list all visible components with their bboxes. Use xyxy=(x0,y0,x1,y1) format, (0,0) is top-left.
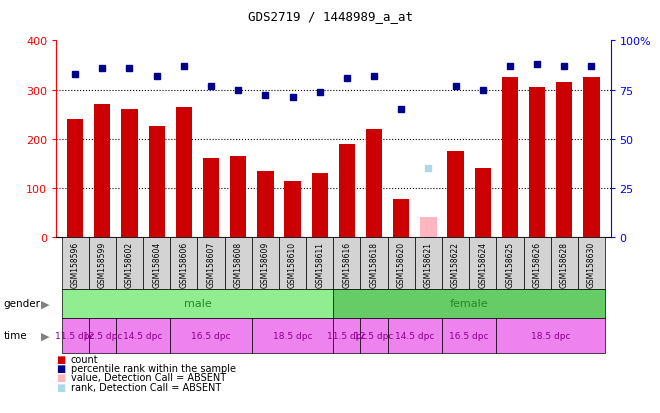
Bar xyxy=(148,127,165,237)
Text: ■: ■ xyxy=(56,354,65,364)
Text: ■: ■ xyxy=(56,373,65,382)
Text: 14.5 dpc: 14.5 dpc xyxy=(395,331,434,340)
Bar xyxy=(203,159,219,237)
Text: GSM158626: GSM158626 xyxy=(533,241,542,287)
Text: 11.5 dpc: 11.5 dpc xyxy=(55,331,95,340)
Text: rank, Detection Call = ABSENT: rank, Detection Call = ABSENT xyxy=(71,382,221,392)
Bar xyxy=(556,83,572,237)
Text: 12.5 dpc: 12.5 dpc xyxy=(354,331,394,340)
Text: GSM158608: GSM158608 xyxy=(234,241,243,287)
Bar xyxy=(339,144,355,237)
Text: 16.5 dpc: 16.5 dpc xyxy=(449,331,489,340)
Bar xyxy=(502,78,518,237)
Bar xyxy=(230,157,246,237)
Text: female: female xyxy=(450,299,488,309)
Text: GSM158611: GSM158611 xyxy=(315,241,324,287)
Text: GSM158602: GSM158602 xyxy=(125,241,134,287)
Text: GSM158628: GSM158628 xyxy=(560,241,569,287)
Text: GSM158630: GSM158630 xyxy=(587,241,596,287)
Text: GSM158607: GSM158607 xyxy=(207,241,216,287)
Bar xyxy=(447,152,464,237)
Text: ▶: ▶ xyxy=(41,330,49,341)
Bar xyxy=(420,218,436,237)
Bar xyxy=(475,169,491,237)
Text: GSM158599: GSM158599 xyxy=(98,241,107,287)
Text: 14.5 dpc: 14.5 dpc xyxy=(123,331,163,340)
Bar xyxy=(121,110,138,237)
Bar xyxy=(583,78,600,237)
Bar xyxy=(529,88,545,237)
Text: 16.5 dpc: 16.5 dpc xyxy=(191,331,231,340)
Text: GSM158609: GSM158609 xyxy=(261,241,270,287)
Text: GSM158610: GSM158610 xyxy=(288,241,297,287)
Bar xyxy=(393,199,409,237)
Text: value, Detection Call = ABSENT: value, Detection Call = ABSENT xyxy=(71,373,226,382)
Text: 12.5 dpc: 12.5 dpc xyxy=(82,331,122,340)
Bar xyxy=(257,171,273,237)
Bar xyxy=(312,174,328,237)
Text: ■: ■ xyxy=(56,363,65,373)
Text: 11.5 dpc: 11.5 dpc xyxy=(327,331,367,340)
Text: GSM158621: GSM158621 xyxy=(424,241,433,287)
Text: GDS2719 / 1448989_a_at: GDS2719 / 1448989_a_at xyxy=(248,10,412,23)
Text: gender: gender xyxy=(3,299,40,309)
Text: GSM158624: GSM158624 xyxy=(478,241,487,287)
Text: 18.5 dpc: 18.5 dpc xyxy=(273,331,312,340)
Text: count: count xyxy=(71,354,98,364)
Bar xyxy=(366,130,382,237)
Bar xyxy=(176,107,192,237)
Text: male: male xyxy=(183,299,211,309)
Text: 18.5 dpc: 18.5 dpc xyxy=(531,331,570,340)
Text: GSM158625: GSM158625 xyxy=(506,241,514,287)
Bar xyxy=(67,120,83,237)
Text: GSM158604: GSM158604 xyxy=(152,241,161,287)
Text: ▶: ▶ xyxy=(41,299,49,309)
Bar xyxy=(284,181,301,237)
Text: GSM158606: GSM158606 xyxy=(180,241,188,287)
Text: GSM158622: GSM158622 xyxy=(451,241,460,287)
Text: GSM158616: GSM158616 xyxy=(343,241,351,287)
Text: time: time xyxy=(3,330,27,341)
Bar xyxy=(94,105,110,237)
Text: ■: ■ xyxy=(56,382,65,392)
Text: GSM158596: GSM158596 xyxy=(71,241,80,287)
Text: GSM158620: GSM158620 xyxy=(397,241,406,287)
Text: GSM158618: GSM158618 xyxy=(370,241,379,287)
Text: percentile rank within the sample: percentile rank within the sample xyxy=(71,363,236,373)
